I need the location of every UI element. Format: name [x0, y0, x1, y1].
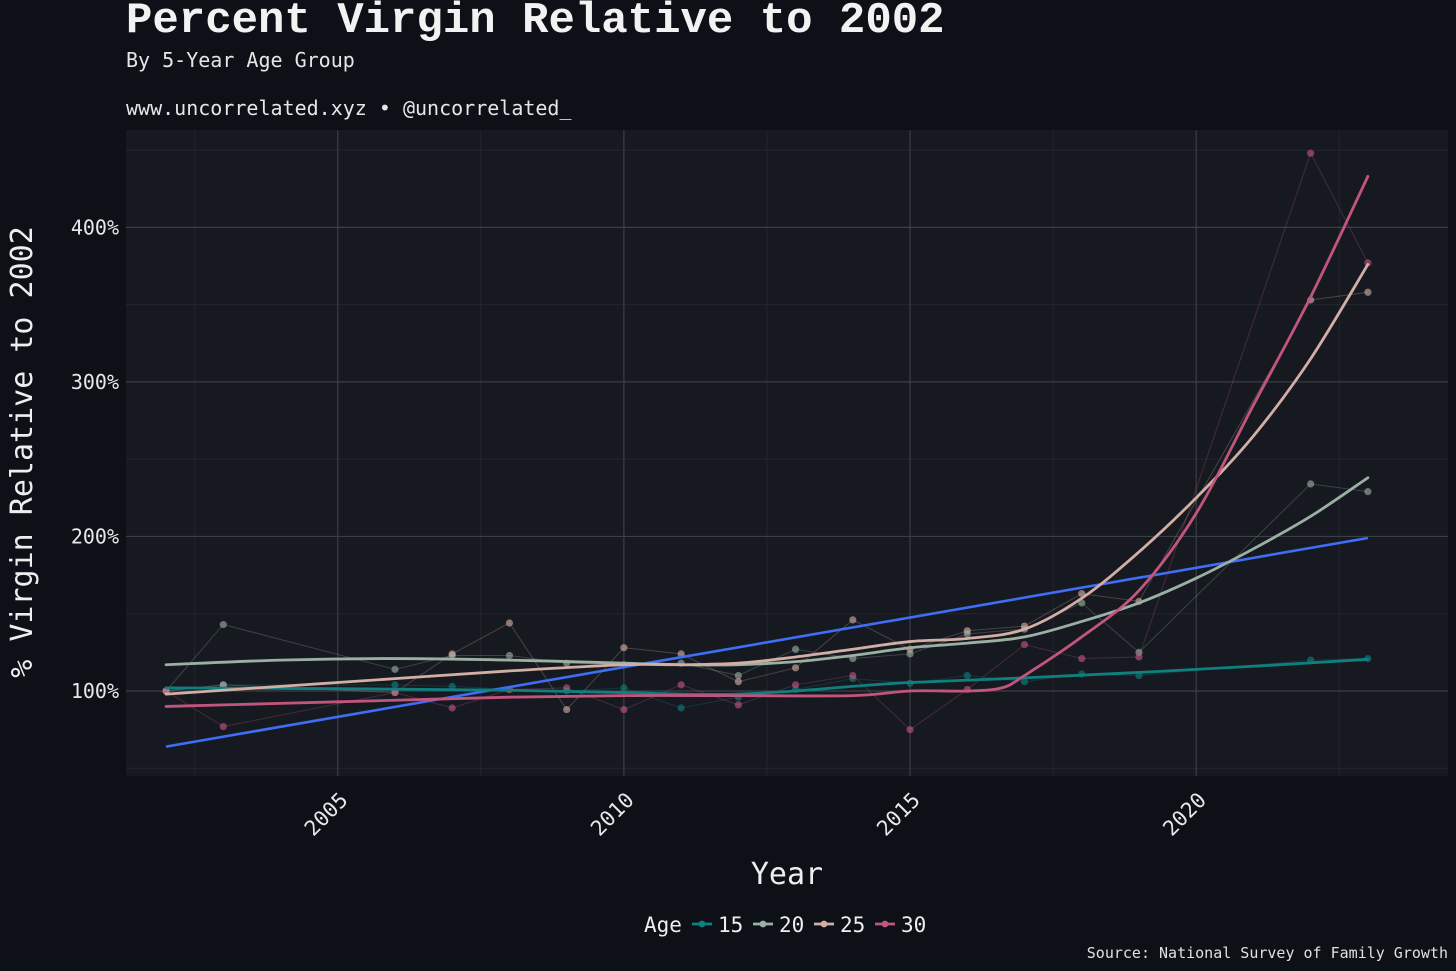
series-25-point: [620, 644, 628, 652]
series-20-point: [1364, 488, 1372, 496]
series-30-smooth-line: [164, 174, 1370, 708]
series-20-point: [219, 620, 227, 629]
series-25-point: [563, 705, 571, 714]
series-15-point: [620, 684, 628, 692]
legend-title: Age: [644, 913, 682, 937]
y-tick-label: 300%: [71, 370, 119, 394]
y-axis-title: % Virgin Relative to 2002: [5, 226, 40, 678]
series-30-point: [448, 704, 456, 712]
series-15-point: [448, 682, 456, 690]
legend-key-point: [881, 920, 889, 928]
series-25-point: [963, 627, 971, 635]
legend-key-point: [759, 920, 767, 928]
series-15-smooth-line: [164, 657, 1370, 696]
legend-label: 30: [901, 913, 926, 937]
series-15-point: [677, 704, 685, 712]
legend-label: 15: [718, 913, 743, 937]
legend-item-20: 20: [753, 913, 804, 937]
legend-item-30: 30: [875, 913, 926, 937]
x-tick-label: 2010: [586, 788, 639, 841]
x-tick-label: 2020: [1158, 788, 1211, 841]
series-30-point: [791, 681, 800, 689]
chart-tagline: www.uncorrelated.xyz • @uncorrelated_: [126, 96, 572, 120]
series-30-point: [620, 705, 628, 714]
legend-key-point: [698, 920, 706, 928]
y-tick-label: 100%: [71, 679, 119, 703]
series-30-point: [849, 671, 857, 680]
y-tick-label: 200%: [71, 524, 119, 548]
series-25-point: [448, 650, 456, 658]
legend-label: 25: [840, 913, 865, 937]
series-15-point: [1020, 678, 1029, 686]
source-caption: Source: National Survey of Family Growth: [1086, 944, 1448, 962]
legend-item-25: 25: [814, 913, 865, 937]
series-20-point: [391, 665, 399, 673]
series-25-point: [219, 681, 227, 689]
series-25-point: [734, 678, 742, 686]
series-30-point: [906, 726, 914, 734]
series-20-point: [1307, 480, 1315, 488]
chart-title: Percent Virgin Relative to 2002: [126, 0, 945, 46]
series-30-point: [1307, 149, 1315, 157]
legend-key-point: [820, 920, 828, 928]
series-25-raw-line: [166, 291, 1368, 711]
legend-label: 20: [779, 913, 804, 937]
series-15-point: [963, 671, 971, 680]
trend-line: [165, 536, 1369, 748]
series-20-smooth-line: [164, 476, 1370, 667]
series-30-point: [677, 681, 685, 689]
series-30-point: [391, 688, 399, 697]
legend-item-15: 15: [692, 913, 743, 937]
series-20-point: [505, 651, 514, 660]
series-20-point: [734, 671, 742, 680]
series-30-point: [1078, 654, 1086, 663]
chart-subtitle: By 5-Year Age Group: [126, 48, 355, 72]
x-axis-title: Year: [751, 857, 823, 892]
series-30-point: [219, 722, 227, 731]
series-30-point: [734, 701, 742, 709]
series-25-point: [1364, 288, 1372, 296]
series-30-point: [1135, 653, 1143, 661]
series-30-point: [1364, 259, 1372, 267]
series-20-point: [791, 645, 800, 653]
series-25-point: [791, 664, 800, 672]
series-30-point: [563, 684, 571, 692]
series-25-point: [849, 616, 857, 624]
series-30-point: [1020, 641, 1029, 649]
x-tick-label: 2015: [872, 788, 925, 841]
series-15-point: [391, 681, 399, 689]
series-25-point: [505, 619, 514, 627]
x-tick-label: 2005: [300, 788, 353, 841]
y-tick-label: 400%: [71, 215, 119, 239]
